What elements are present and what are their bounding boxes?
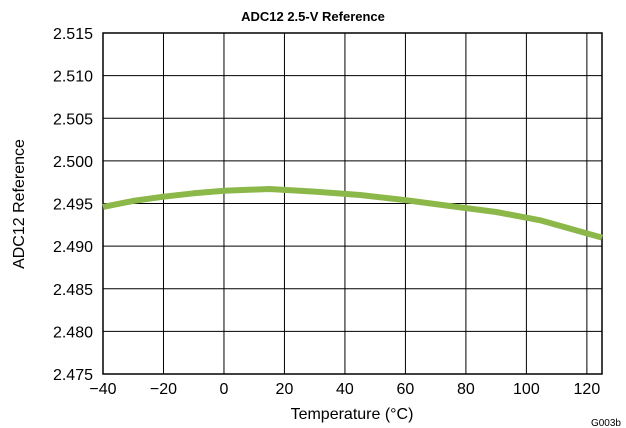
y-tick-label: 2.485 bbox=[53, 282, 93, 299]
figure-code: G003b bbox=[591, 418, 621, 428]
x-tick-labels: −40 −20 0 20 40 60 80 100 120 bbox=[89, 381, 600, 398]
y-tick-label: 2.505 bbox=[53, 111, 93, 128]
y-tick-label: 2.475 bbox=[53, 367, 93, 384]
y-tick-label: 2.500 bbox=[53, 154, 93, 171]
y-axis-label: ADC12 Reference bbox=[11, 139, 28, 269]
y-tick-labels: 2.515 2.510 2.505 2.500 2.495 2.490 2.485 2.480… bbox=[53, 26, 93, 384]
y-tick-label: 2.515 bbox=[53, 26, 93, 43]
x-tick-label: 20 bbox=[276, 381, 294, 398]
x-tick-label: −40 bbox=[89, 381, 116, 398]
series-group bbox=[102, 186, 603, 241]
x-tick-label: 60 bbox=[397, 381, 415, 398]
y-tick-label: 2.480 bbox=[53, 324, 93, 341]
y-tick-label: 2.510 bbox=[53, 69, 93, 86]
gridlines bbox=[102, 32, 602, 375]
y-tick-label: 2.495 bbox=[53, 197, 93, 214]
x-axis-label: Temperature (°C) bbox=[291, 406, 414, 423]
x-tick-label: 0 bbox=[220, 381, 229, 398]
x-tick-label: −20 bbox=[150, 381, 177, 398]
x-tick-label: 120 bbox=[574, 381, 601, 398]
x-tick-label: 40 bbox=[336, 381, 354, 398]
series-line bbox=[102, 186, 603, 241]
x-tick-label: 100 bbox=[513, 381, 540, 398]
plot-area-border bbox=[102, 32, 603, 375]
x-tick-label: 80 bbox=[457, 381, 475, 398]
y-tick-label: 2.490 bbox=[53, 239, 93, 256]
chart-title: ADC12 2.5-V Reference bbox=[241, 9, 385, 24]
